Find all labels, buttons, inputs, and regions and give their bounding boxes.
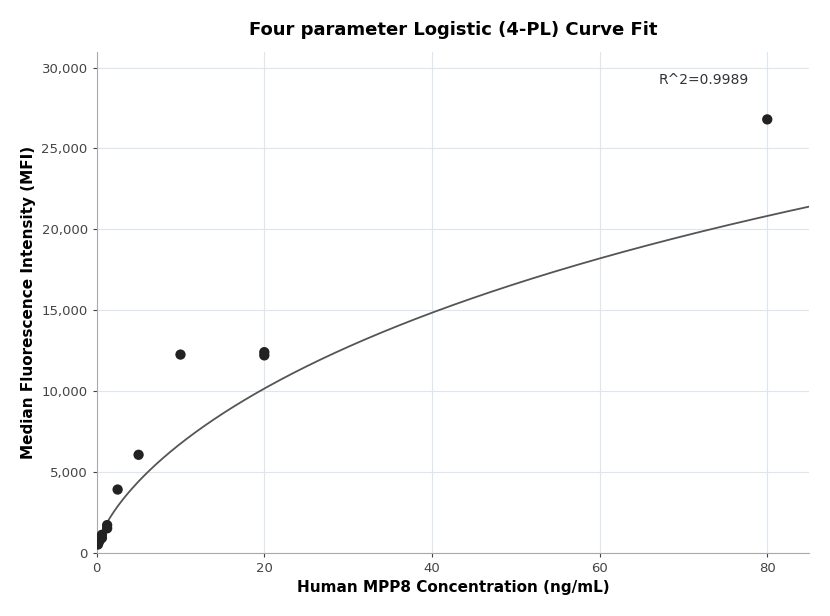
- Point: [760, 115, 774, 124]
- X-axis label: Human MPP8 Concentration (ng/mL): Human MPP8 Concentration (ng/mL): [296, 580, 609, 595]
- Text: R^2=0.9989: R^2=0.9989: [658, 73, 749, 87]
- Point: [257, 351, 271, 360]
- Point: [111, 485, 124, 495]
- Point: [100, 520, 114, 530]
- Y-axis label: Median Fluorescence Intensity (MFI): Median Fluorescence Intensity (MFI): [21, 145, 36, 458]
- Title: Four parameter Logistic (4-PL) Curve Fit: Four parameter Logistic (4-PL) Curve Fit: [249, 21, 657, 39]
- Point: [93, 537, 106, 546]
- Point: [91, 540, 105, 549]
- Point: [95, 530, 109, 540]
- Point: [173, 350, 187, 360]
- Point: [257, 347, 271, 357]
- Point: [132, 450, 145, 460]
- Point: [95, 533, 109, 543]
- Point: [100, 524, 114, 533]
